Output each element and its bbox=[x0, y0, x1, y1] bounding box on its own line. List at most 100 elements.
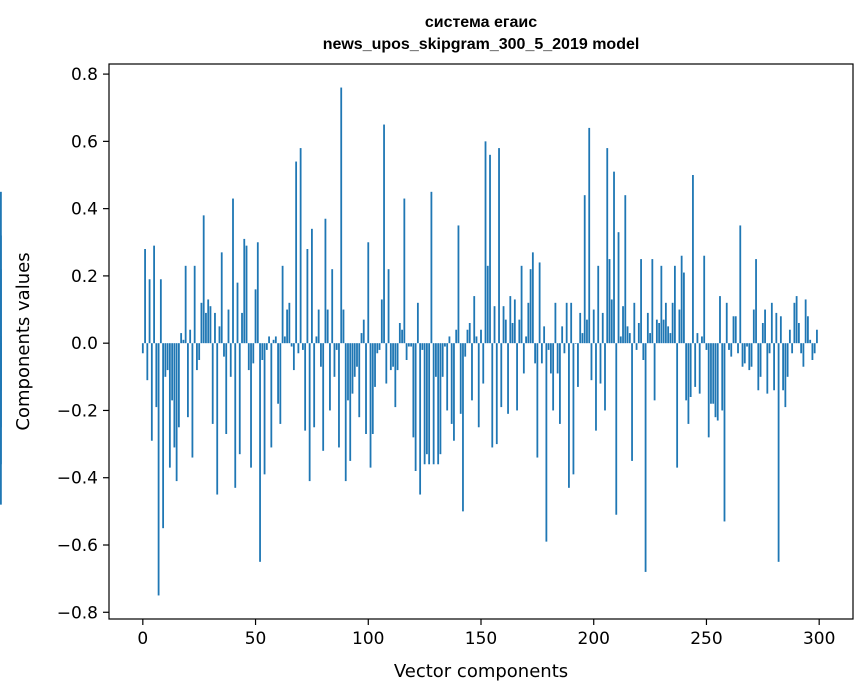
bar bbox=[263, 343, 266, 475]
bar bbox=[459, 343, 462, 414]
bar bbox=[696, 333, 699, 344]
x-axis-label: Vector components bbox=[394, 661, 568, 682]
bar bbox=[522, 343, 525, 374]
bar bbox=[504, 319, 507, 344]
bar bbox=[430, 191, 433, 344]
bar bbox=[453, 343, 455, 441]
bar bbox=[277, 343, 279, 404]
bar bbox=[694, 343, 697, 387]
bar bbox=[207, 299, 210, 344]
bar bbox=[153, 245, 155, 344]
bar bbox=[773, 343, 775, 391]
bar bbox=[416, 302, 419, 344]
bar bbox=[182, 339, 185, 344]
chart-title: система егаис bbox=[424, 14, 538, 31]
bar bbox=[380, 299, 383, 344]
bar bbox=[725, 302, 728, 344]
bar bbox=[439, 343, 442, 455]
bar bbox=[495, 343, 498, 445]
bar bbox=[705, 343, 708, 350]
bar bbox=[398, 323, 401, 344]
bar bbox=[349, 343, 352, 461]
bar bbox=[367, 242, 370, 344]
bar bbox=[444, 343, 446, 347]
bar bbox=[640, 259, 642, 344]
bar bbox=[592, 309, 595, 344]
bar bbox=[383, 124, 385, 344]
bar bbox=[150, 343, 153, 441]
bar bbox=[191, 343, 194, 458]
bar bbox=[540, 343, 543, 364]
bar bbox=[577, 343, 579, 387]
bar bbox=[671, 302, 674, 344]
bar bbox=[184, 265, 187, 344]
bar bbox=[448, 336, 451, 344]
bar bbox=[581, 333, 584, 344]
bar bbox=[692, 175, 694, 344]
bar bbox=[617, 232, 620, 344]
bar bbox=[565, 302, 568, 344]
bar bbox=[662, 319, 665, 344]
bar bbox=[180, 333, 183, 344]
bar bbox=[678, 309, 681, 344]
bar bbox=[536, 343, 539, 458]
bar bbox=[304, 343, 307, 431]
bar bbox=[428, 343, 431, 465]
bar bbox=[608, 259, 611, 344]
bar bbox=[322, 343, 325, 451]
y-tick-label: −0.2 bbox=[57, 401, 98, 421]
bar bbox=[200, 302, 203, 344]
bar bbox=[155, 343, 158, 408]
bar bbox=[615, 343, 618, 515]
bar bbox=[403, 198, 406, 344]
bar bbox=[588, 127, 591, 344]
bar bbox=[755, 259, 757, 344]
bar bbox=[162, 343, 165, 529]
bar bbox=[292, 343, 295, 371]
bar bbox=[777, 343, 780, 562]
bar bbox=[649, 333, 651, 344]
bar bbox=[613, 171, 615, 344]
bar bbox=[493, 306, 496, 344]
bars-layer bbox=[0, 87, 818, 596]
bar bbox=[599, 343, 602, 384]
bar bbox=[371, 343, 374, 434]
bar bbox=[547, 343, 550, 350]
bar bbox=[480, 329, 482, 344]
bar bbox=[466, 329, 469, 344]
bar bbox=[175, 343, 178, 482]
bar bbox=[360, 333, 363, 344]
bar bbox=[761, 323, 764, 344]
bar bbox=[552, 343, 555, 411]
x-tick-label: 50 bbox=[245, 629, 267, 649]
y-axis-label: Components values bbox=[13, 252, 34, 430]
y-tick-label: 0.0 bbox=[71, 334, 98, 354]
bar bbox=[414, 343, 417, 471]
bar bbox=[301, 343, 304, 350]
bar bbox=[227, 309, 230, 344]
bar bbox=[556, 343, 559, 374]
bar bbox=[340, 87, 343, 344]
bar bbox=[435, 343, 437, 377]
bar bbox=[529, 269, 532, 344]
bar bbox=[342, 309, 345, 344]
bar bbox=[450, 343, 453, 424]
bar bbox=[385, 343, 388, 384]
bar bbox=[637, 323, 640, 344]
bar bbox=[259, 343, 261, 562]
bar bbox=[0, 336, 2, 344]
bar bbox=[651, 259, 654, 344]
bar bbox=[583, 195, 586, 344]
bar bbox=[644, 343, 647, 572]
bar bbox=[568, 343, 570, 488]
bar bbox=[502, 306, 505, 344]
bar bbox=[563, 343, 566, 354]
bar bbox=[205, 312, 207, 344]
bar bbox=[335, 343, 338, 350]
y-tick-label: −0.6 bbox=[57, 536, 98, 556]
bar bbox=[622, 306, 624, 344]
bar bbox=[396, 343, 399, 371]
bar bbox=[597, 265, 600, 344]
bar bbox=[148, 279, 151, 344]
bar bbox=[274, 336, 277, 344]
